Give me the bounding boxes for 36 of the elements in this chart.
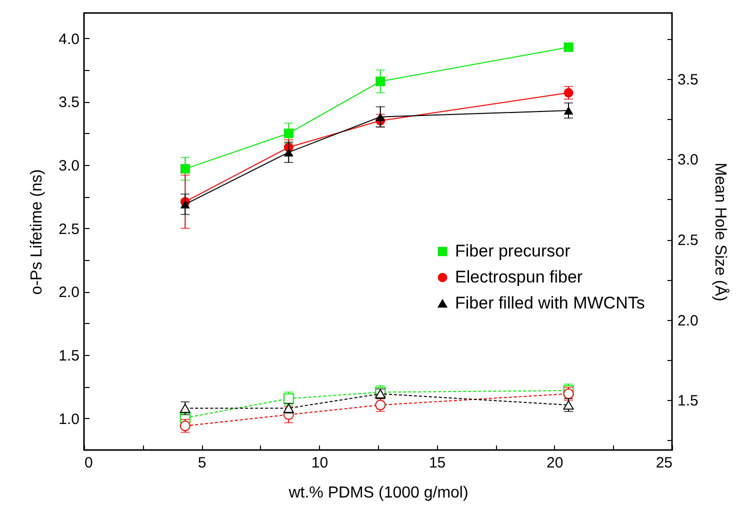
y-axis-title: o-Ps Lifetime (ns) xyxy=(28,169,46,295)
y-tick-label: 3.0 xyxy=(58,158,80,174)
y-tick-label: 1.0 xyxy=(58,410,80,428)
point xyxy=(284,148,294,156)
y2-axis-title: Mean Hole Size (Å) xyxy=(711,162,730,302)
x-tick-label: 5 xyxy=(198,454,206,472)
y-tick-label: 4.0 xyxy=(58,30,80,48)
x-tick-label: 25 xyxy=(656,454,672,472)
y-tick-label: 2.0 xyxy=(58,284,80,302)
point xyxy=(563,400,574,410)
point xyxy=(180,404,190,413)
point xyxy=(180,200,190,208)
point xyxy=(564,42,574,52)
legend-label: Fiber precursor xyxy=(455,242,571,260)
legend-label: Electrospun fiber xyxy=(455,268,583,286)
x-axis-title: wt.% PDMS (1000 g/mol) xyxy=(288,484,468,502)
y-tick-label: 3.5 xyxy=(58,94,80,112)
point xyxy=(180,164,190,174)
y2-tick-label: 3.5 xyxy=(678,71,698,88)
point xyxy=(564,88,574,98)
x-tick-label: 15 xyxy=(428,454,446,472)
point xyxy=(283,393,294,404)
point xyxy=(564,106,574,115)
x-tick-label: 10 xyxy=(311,454,328,472)
y-tick-label: 2.5 xyxy=(58,220,80,238)
point xyxy=(376,76,386,86)
x-tick-label: 0 xyxy=(84,454,93,472)
x-tick-label: 20 xyxy=(546,454,564,472)
y2-tick-label: 2.0 xyxy=(678,312,698,330)
y2-tick-label: 3.0 xyxy=(678,152,698,169)
y2-tick-label: 2.5 xyxy=(678,232,698,250)
point xyxy=(284,128,294,138)
y-tick-label: 1.5 xyxy=(58,348,80,364)
legend-label: Fiber filled with MWCNTs xyxy=(455,294,645,312)
y2-tick-label: 1.5 xyxy=(678,392,698,410)
point xyxy=(376,112,386,121)
